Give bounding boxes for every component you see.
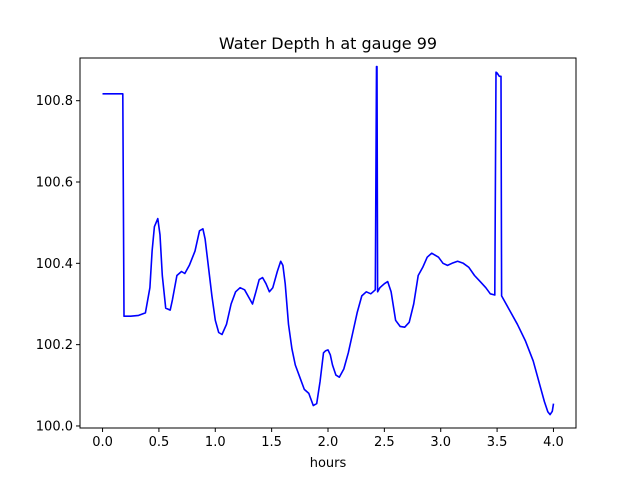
x-tick-label: 0.0	[92, 435, 113, 450]
x-tick-label: 3.5	[487, 435, 508, 450]
y-tick-label: 100.4	[36, 257, 73, 272]
x-tick-label: 3.0	[430, 435, 451, 450]
plot-lines	[102, 65, 555, 416]
series-line-0	[102, 65, 555, 416]
y-axis-ticks: 100.0 100.2 100.4 100.6 100.8	[36, 94, 80, 434]
chart-title: Water Depth h at gauge 99	[219, 34, 437, 53]
x-axis-ticks: 0.0 0.5 1.0 1.5 2.0 2.5 3.0 3.5 4.0	[92, 428, 564, 450]
x-tick-label: 1.0	[205, 435, 226, 450]
y-tick-label: 100.2	[36, 338, 73, 353]
y-tick-label: 100.0	[36, 419, 73, 434]
y-tick-label: 100.8	[36, 94, 73, 109]
x-axis-label: hours	[310, 456, 347, 471]
x-tick-label: 2.0	[318, 435, 339, 450]
x-tick-label: 1.5	[261, 435, 282, 450]
x-tick-label: 4.0	[543, 435, 564, 450]
y-tick-label: 100.6	[36, 176, 73, 191]
x-tick-label: 2.5	[374, 435, 395, 450]
x-tick-label: 0.5	[149, 435, 170, 450]
